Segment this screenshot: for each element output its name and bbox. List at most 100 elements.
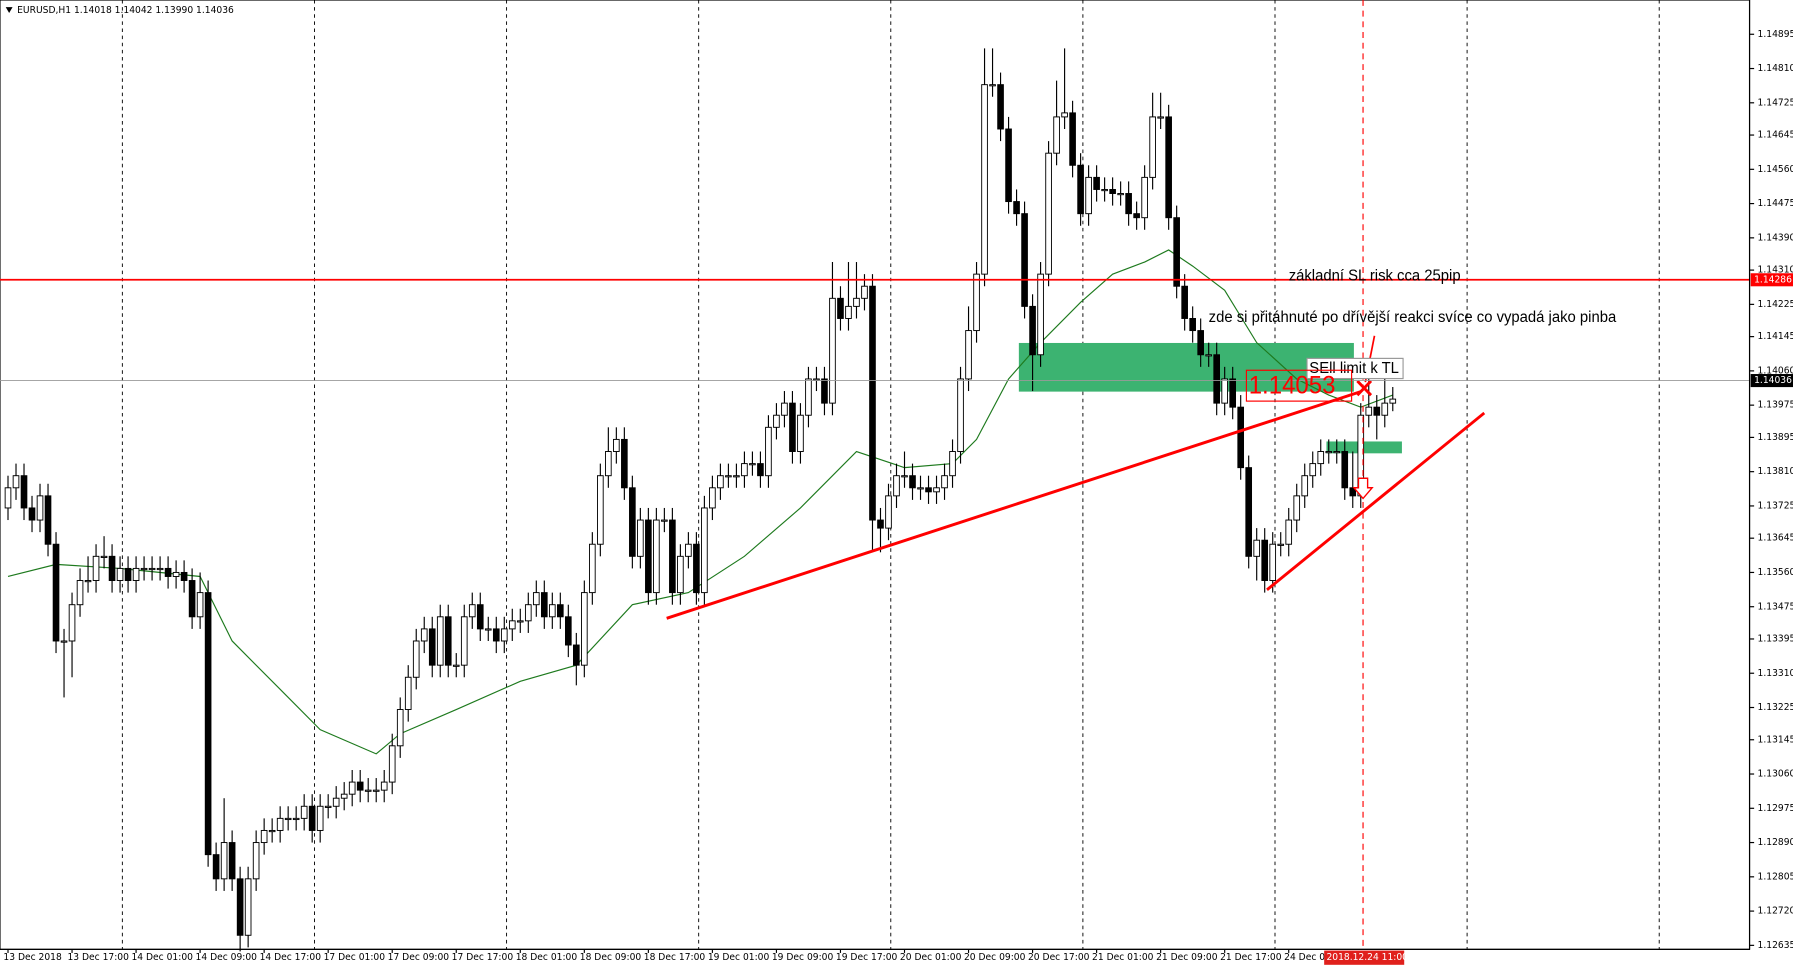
candle-body: [877, 519, 884, 529]
candle-body: [236, 878, 244, 936]
candle-body: [853, 297, 860, 307]
candle-body: [1325, 451, 1333, 454]
candle-body: [28, 507, 36, 521]
x-tick-label: 13 Dec 17:00: [67, 952, 129, 963]
candle-body: [492, 628, 500, 642]
supply-zone: [1018, 342, 1354, 392]
y-tick-label: 1.14895: [1758, 29, 1793, 40]
candle-body: [909, 475, 916, 489]
candle-body: [60, 640, 68, 643]
candle-body: [116, 567, 124, 581]
candle-body: [597, 475, 604, 545]
candle-body: [813, 378, 820, 381]
entry-marker: [1356, 379, 1373, 397]
menu-arrow[interactable]: [5, 7, 13, 14]
candle-body: [1229, 378, 1237, 408]
candle-body: [1101, 188, 1108, 192]
candle-body: [749, 463, 756, 466]
candle-body: [997, 84, 1004, 130]
y-tick-label: 1.14225: [1758, 299, 1793, 310]
candle-body: [709, 487, 716, 509]
y-tick-label: 1.14725: [1758, 97, 1793, 108]
candle-body: [1133, 213, 1140, 219]
x-tick-label: 24 Dec 01:00: [1284, 952, 1346, 963]
candle-body: [532, 592, 540, 606]
x-tick-label: 13 Dec 2018: [3, 952, 61, 963]
y-tick-label: 1.13060: [1758, 768, 1793, 779]
x-tick-label: 20 Dec 01:00: [900, 952, 962, 963]
candle-body: [957, 378, 964, 452]
candle-body: [412, 640, 420, 678]
candle-body: [252, 842, 260, 880]
y-tick-label: 1.13475: [1758, 601, 1793, 612]
candle-body: [1125, 193, 1132, 215]
y-tick-label: 1.12720: [1758, 905, 1793, 916]
candle-body: [332, 797, 340, 807]
y-tick-label: 1.14645: [1758, 129, 1793, 140]
annotation: zde si přitáhnuté po dřívější reakci sví…: [1209, 309, 1617, 326]
candle-body: [444, 616, 452, 666]
candle-body: [949, 451, 956, 477]
y-tick-label: 1.13310: [1758, 668, 1793, 679]
x-tick-label: 17 Dec 01:00: [324, 952, 386, 963]
candle-layer: [4, 48, 1397, 952]
candle-body: [76, 580, 84, 606]
sell-arrow: [1352, 477, 1374, 500]
candle-body: [965, 330, 972, 380]
candle-body: [973, 273, 980, 332]
candle-body: [669, 519, 676, 594]
annotation-box: [1306, 357, 1404, 380]
candle-body: [1285, 519, 1293, 545]
candle-body: [436, 616, 444, 666]
candle-body: [180, 571, 188, 581]
candle-body: [132, 567, 140, 581]
candle-body: [653, 519, 660, 594]
y-tick-label: 1.14060: [1758, 365, 1793, 376]
x-tick-label: 21 Dec 09:00: [1156, 952, 1218, 963]
candle-body: [524, 604, 532, 622]
y-tick-label: 1.14810: [1758, 63, 1793, 74]
y-tick-label: 1.14310: [1758, 265, 1793, 276]
candle-body: [589, 543, 596, 594]
candle-body: [188, 580, 196, 618]
trendline: [1266, 411, 1486, 591]
candle-body: [1189, 318, 1196, 332]
y-tick-label: 1.12805: [1758, 871, 1793, 882]
candle-body: [156, 567, 164, 571]
candle-body: [204, 592, 212, 856]
candle-body: [1165, 116, 1172, 219]
candle-body: [741, 463, 748, 477]
candle-body: [621, 438, 628, 489]
candle-body: [324, 805, 332, 808]
candle-body: [380, 781, 388, 791]
candle-body: [540, 592, 548, 618]
candle-body: [44, 495, 52, 545]
candle-body: [284, 817, 292, 821]
candle-body: [789, 402, 796, 452]
candle-body: [212, 854, 220, 880]
candle-body: [100, 555, 108, 558]
candle-body: [685, 543, 692, 557]
candle-body: [829, 297, 836, 404]
x-tick-label: 14 Dec 09:00: [196, 952, 258, 963]
candle-body: [1349, 487, 1357, 497]
candle-body: [348, 781, 356, 795]
candle-body: [388, 745, 396, 783]
candle-body: [1261, 539, 1269, 581]
y-tick-label: 1.13225: [1758, 702, 1793, 713]
candle-body: [1013, 201, 1020, 215]
candle-body: [1069, 112, 1076, 166]
candle-body: [148, 567, 156, 571]
candle-body: [733, 475, 740, 478]
hline-layer: 1.14286 1.14036: [0, 273, 1793, 388]
y-tick-label: 1.13395: [1758, 633, 1793, 644]
candle-body: [428, 628, 436, 666]
x-tick-label: 21 Dec 17:00: [1220, 952, 1282, 963]
candle-body: [172, 571, 180, 577]
candle-body: [1149, 116, 1156, 178]
candle-body: [1381, 402, 1389, 416]
candle-body: [108, 555, 116, 581]
candle-body: [268, 829, 276, 833]
y-tick-label: 1.13975: [1758, 400, 1793, 411]
